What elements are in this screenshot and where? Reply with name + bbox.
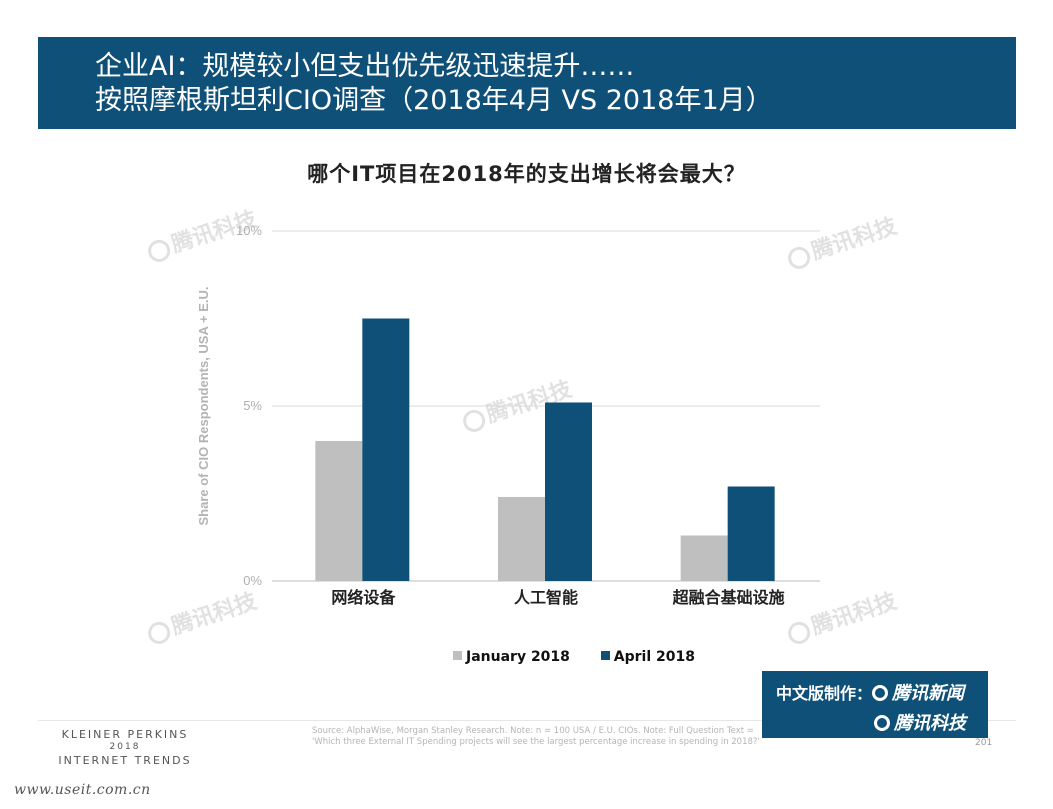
tencent-tech-logo-icon <box>874 715 890 731</box>
x-tick-label: 超融合基础设施 <box>672 588 785 607</box>
badge-brand-news: 腾讯新闻 <box>892 683 965 704</box>
y-tick-label: 5% <box>243 398 262 413</box>
legend-swatch-april <box>600 651 610 660</box>
legend-item-january: January 2018 <box>453 649 570 665</box>
title-banner: 企业AI：规模较小但支出优先级迅速提升…… 按照摩根斯坦利CIO调查（2018年… <box>38 37 1016 129</box>
tencent-news-logo-icon <box>872 685 889 701</box>
x-tick-label: 人工智能 <box>514 588 578 607</box>
chart-title: 哪个IT项目在2018年的支出增长将会最大？ <box>307 162 746 186</box>
site-url: www.useit.com.cn <box>14 782 151 798</box>
bar <box>362 318 410 581</box>
badge-prefix: 中文版制作： <box>776 684 873 703</box>
y-axis-label: Share of CIO Respondents, USA + E.U. <box>196 287 211 526</box>
y-tick-label: 0% <box>243 573 262 588</box>
badge-brand-tech: 腾讯科技 <box>894 713 966 734</box>
page-number: 201 <box>975 738 993 748</box>
bar <box>498 497 545 581</box>
bar <box>727 486 775 581</box>
footer-divider <box>38 720 1016 721</box>
title-line-2: 按照摩根斯坦利CIO调查（2018年4月 VS 2018年1月） <box>95 85 773 116</box>
translation-badge: 中文版制作： 腾讯新闻 腾讯科技 <box>762 671 988 738</box>
legend-swatch-january <box>453 651 462 660</box>
source-note: Source: AlphaWise, Morgan Stanley Resear… <box>312 726 760 747</box>
bar <box>315 441 363 581</box>
title-line-1: 企业AI：规模较小但支出优先级迅速提升…… <box>95 51 635 82</box>
bar <box>545 402 592 581</box>
y-tick-label: 10% <box>236 223 262 238</box>
bar <box>680 535 728 581</box>
legend-item-april: April 2018 <box>600 649 695 665</box>
kleiner-perkins-logo: KLEINER PERKINS 2018 INTERNET TRENDS <box>58 728 192 767</box>
x-tick-label: 网络设备 <box>331 588 396 607</box>
chart-legend: January 2018 April 2018 <box>453 649 721 665</box>
